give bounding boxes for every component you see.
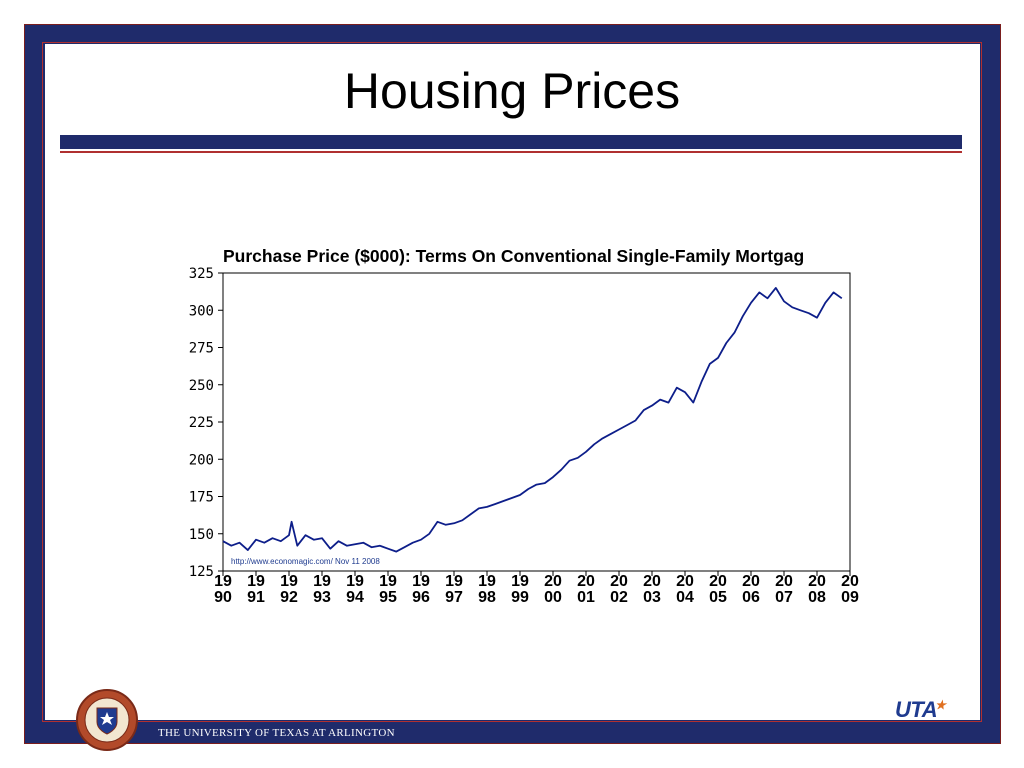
x-tick-label: 01 xyxy=(577,589,595,606)
uta-logo-text: UTA xyxy=(895,697,938,722)
x-tick-label: 19 xyxy=(247,573,265,590)
series-line-purchase-price xyxy=(222,287,843,553)
x-tick-label: 98 xyxy=(478,589,496,606)
university-seal-icon xyxy=(76,689,138,751)
x-tick-label: 20 xyxy=(709,573,727,590)
plot-area xyxy=(222,272,851,572)
x-tick-label: 00 xyxy=(544,589,562,606)
x-tick-label: 95 xyxy=(379,589,397,606)
x-tick-label: 94 xyxy=(346,589,364,606)
title-underline-bar xyxy=(60,135,962,149)
x-tick-label: 19 xyxy=(412,573,430,590)
y-tick-label: 325 xyxy=(189,266,214,282)
x-tick-label: 07 xyxy=(775,589,793,606)
x-tick-label: 20 xyxy=(577,573,595,590)
y-tick-label: 300 xyxy=(189,303,214,319)
y-tick-label: 250 xyxy=(189,378,214,394)
x-tick-label: 93 xyxy=(313,589,331,606)
x-tick-label: 19 xyxy=(280,573,298,590)
x-tick-label: 19 xyxy=(445,573,463,590)
y-axis: 325 300 275 250 225 200 175 150 125 xyxy=(189,266,223,580)
x-tick-label: 19 xyxy=(346,573,364,590)
x-tick-label: 19 xyxy=(214,573,232,590)
x-tick-label: 20 xyxy=(610,573,628,590)
chart-title: Purchase Price ($000): Terms On Conventi… xyxy=(223,246,804,266)
y-tick-label: 175 xyxy=(189,490,214,506)
x-tick-label: 20 xyxy=(643,573,661,590)
y-tick-label: 150 xyxy=(189,527,214,543)
x-tick-label: 96 xyxy=(412,589,430,606)
y-tick-label: 200 xyxy=(189,452,214,468)
x-axis: 1990199119921993199419951996199719981999… xyxy=(214,571,859,606)
slide-title: Housing Prices xyxy=(343,63,681,119)
y-tick-label: 225 xyxy=(189,415,214,431)
star-icon: ★ xyxy=(935,698,946,712)
footer-strip xyxy=(140,726,470,740)
x-tick-label: 03 xyxy=(643,589,661,606)
x-tick-label: 92 xyxy=(280,589,298,606)
x-tick-label: 08 xyxy=(808,589,826,606)
purchase-price-chart: Purchase Price ($000): Terms On Conventi… xyxy=(189,246,859,606)
x-tick-label: 91 xyxy=(247,589,265,606)
x-tick-label: 02 xyxy=(610,589,628,606)
x-tick-label: 20 xyxy=(841,573,859,590)
x-tick-label: 19 xyxy=(478,573,496,590)
title-underline-pinstripe xyxy=(60,151,962,153)
y-tick-label: 125 xyxy=(189,564,214,580)
source-note: http://www.economagic.com/ Nov 11 2008 xyxy=(231,557,380,566)
x-tick-label: 19 xyxy=(313,573,331,590)
uta-logo: UTA★ xyxy=(895,697,946,723)
x-tick-label: 97 xyxy=(445,589,463,606)
x-tick-label: 20 xyxy=(544,573,562,590)
x-tick-label: 20 xyxy=(742,573,760,590)
footer-university-name: THE UNIVERSITY OF TEXAS AT ARLINGTON xyxy=(158,727,395,739)
x-tick-label: 20 xyxy=(775,573,793,590)
x-tick-label: 90 xyxy=(214,589,232,606)
x-tick-label: 19 xyxy=(511,573,529,590)
x-tick-label: 05 xyxy=(709,589,727,606)
x-tick-label: 06 xyxy=(742,589,760,606)
x-tick-label: 99 xyxy=(511,589,529,606)
y-tick-label: 275 xyxy=(189,341,214,357)
x-tick-label: 04 xyxy=(676,589,694,606)
x-tick-label: 09 xyxy=(841,589,859,606)
x-tick-label: 19 xyxy=(379,573,397,590)
x-tick-label: 20 xyxy=(808,573,826,590)
x-tick-label: 20 xyxy=(676,573,694,590)
